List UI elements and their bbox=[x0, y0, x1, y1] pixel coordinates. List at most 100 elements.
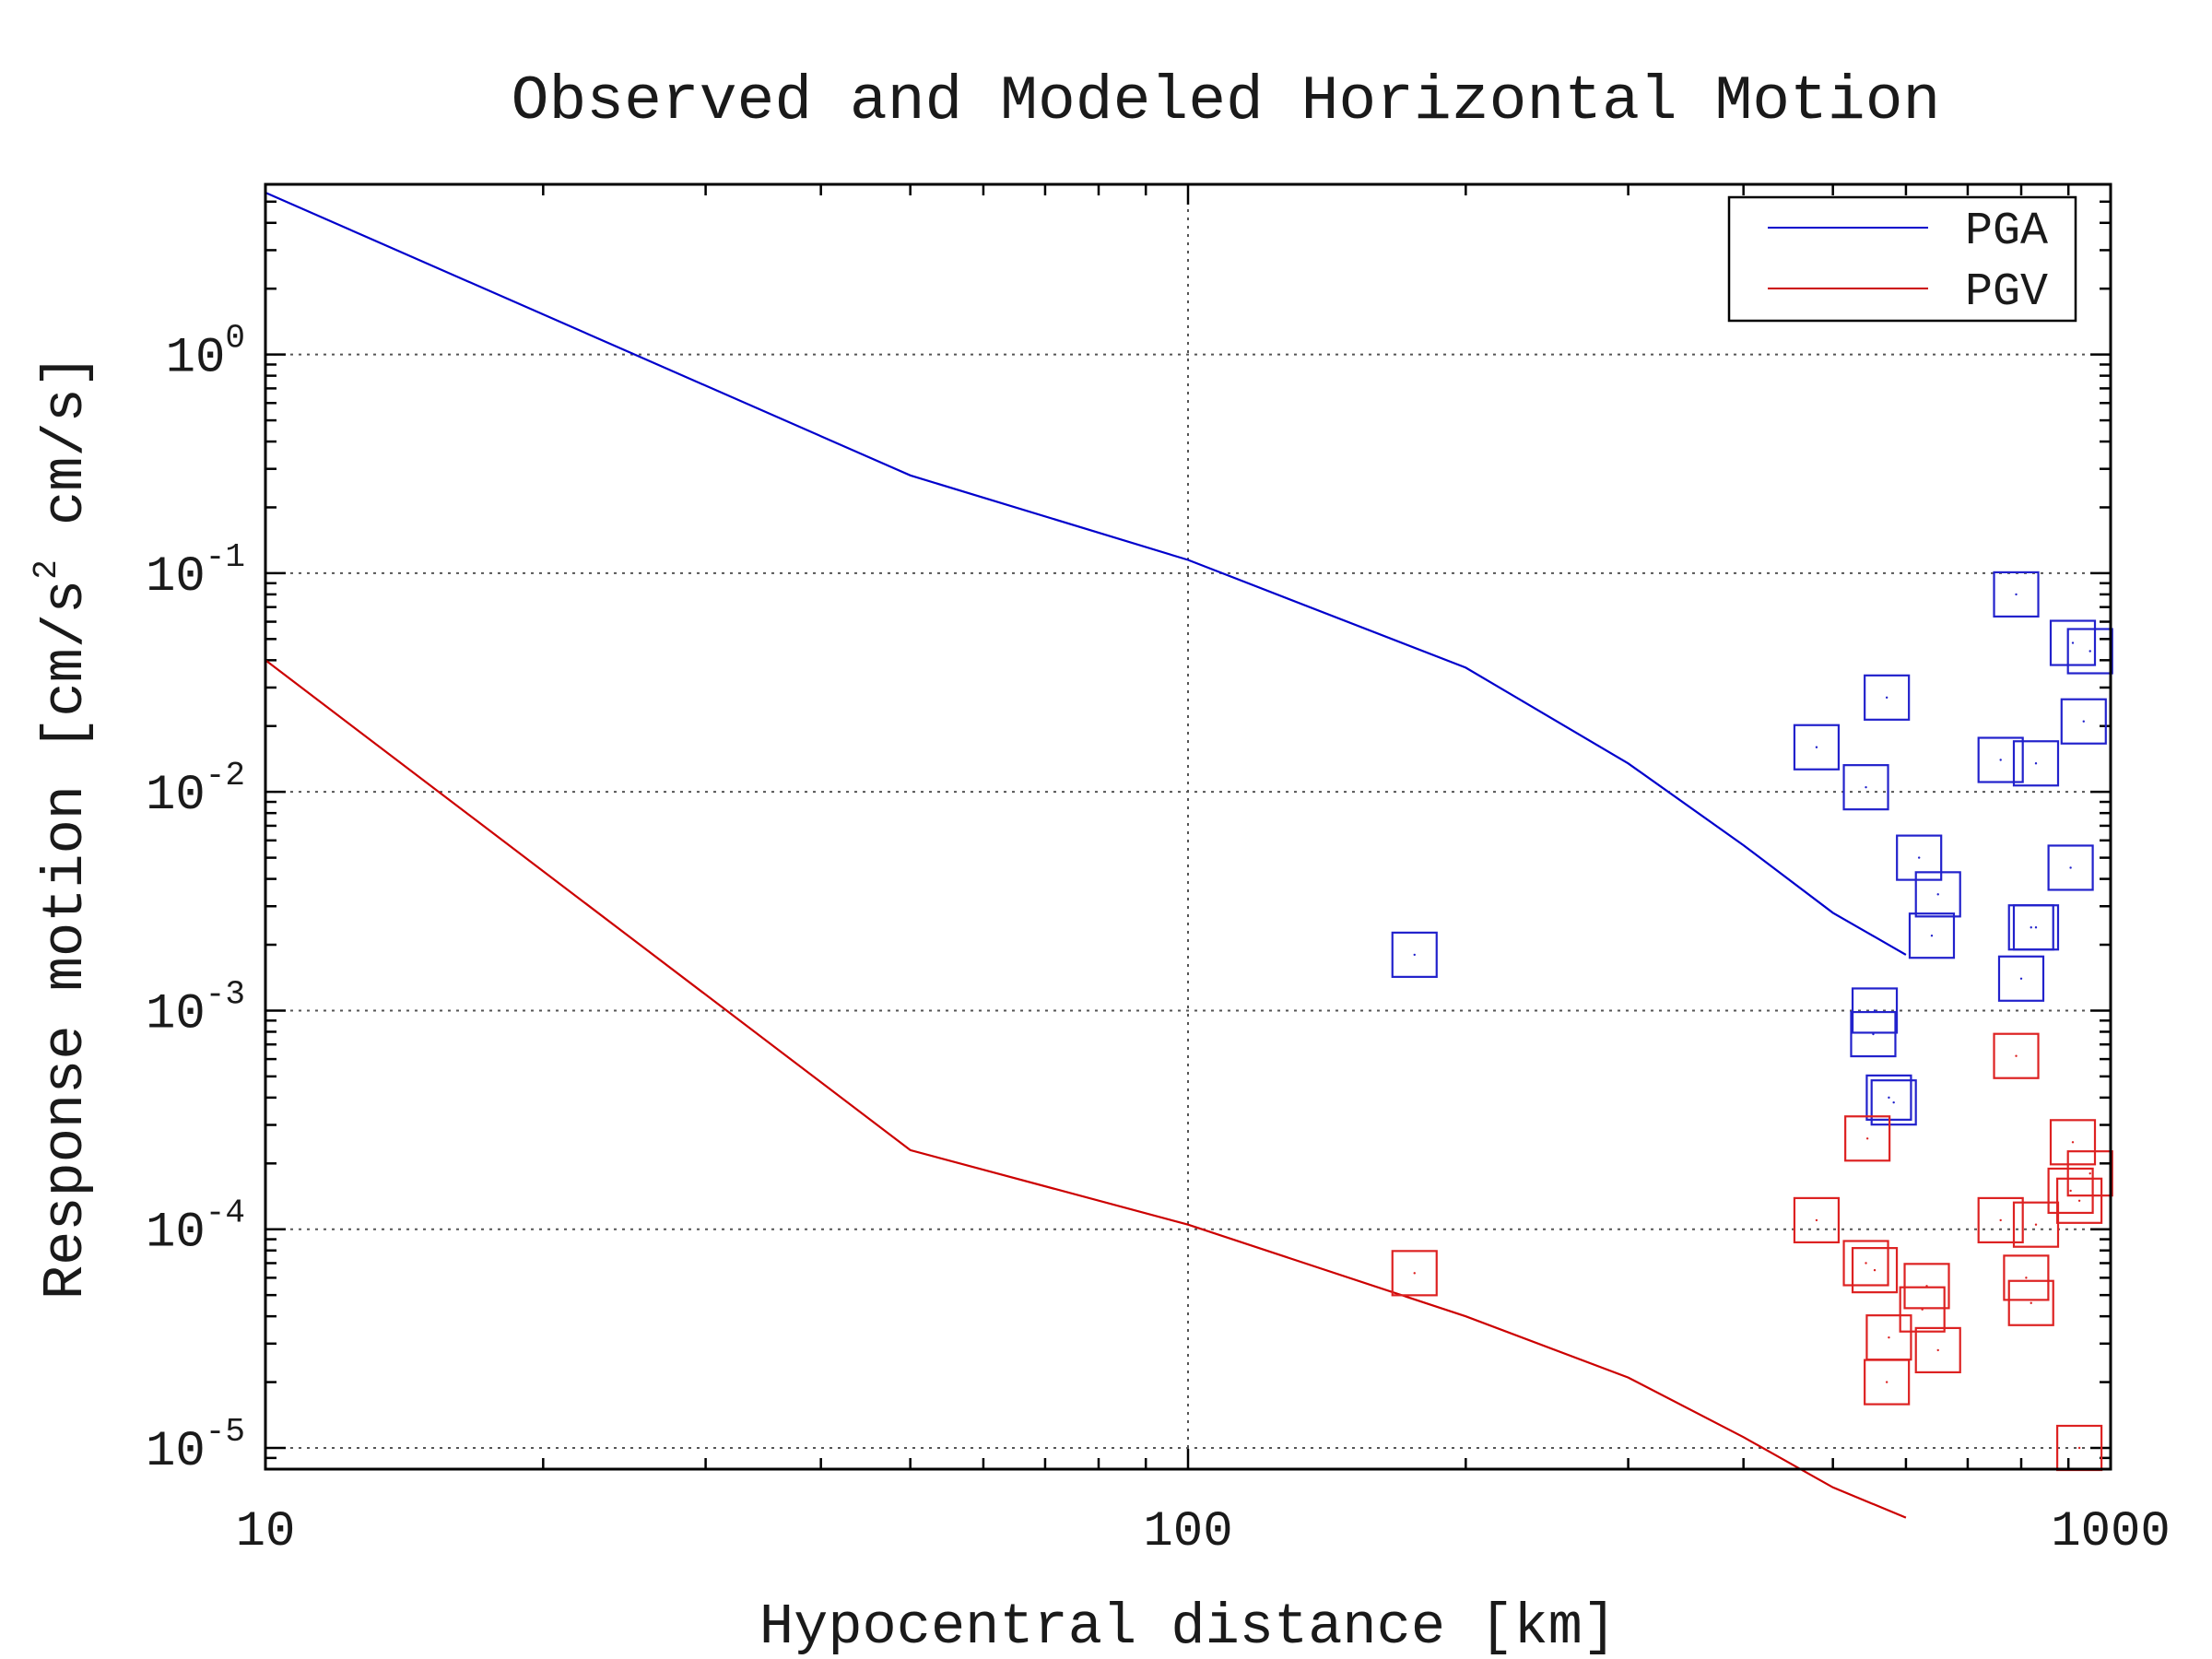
y-axis-label: Response motion [cm/s2 cm/s] bbox=[28, 354, 99, 1300]
data-point-pgv-observed bbox=[1899, 1286, 1946, 1333]
y-tick-base: 10 bbox=[146, 1424, 206, 1480]
data-point-pga-observed bbox=[1914, 871, 1961, 918]
data-point-pga-observed bbox=[2049, 619, 2097, 666]
data-point-pga-observed bbox=[1977, 736, 2024, 783]
legend: PGA PGV bbox=[1727, 195, 2077, 323]
data-point-center-dot bbox=[1413, 1272, 1416, 1275]
data-point-pga-observed bbox=[2012, 904, 2060, 951]
data-point-center-dot bbox=[1885, 696, 1888, 700]
data-point-pgv-observed bbox=[1851, 1247, 1899, 1294]
series-line-pgv bbox=[265, 659, 1907, 1519]
y-tick-base: 10 bbox=[146, 1206, 206, 1262]
x-tick-label: 100 bbox=[1143, 1504, 1232, 1560]
data-point-pga-observed bbox=[1793, 724, 1841, 771]
data-point-center-dot bbox=[1815, 1218, 1818, 1222]
data-point-center-dot bbox=[2030, 926, 2032, 929]
data-point-pga-observed bbox=[1908, 912, 1956, 959]
data-point-pgv-observed bbox=[2049, 1119, 2097, 1166]
data-point-center-dot bbox=[1865, 785, 1867, 789]
y-tick-exponent: -1 bbox=[206, 538, 245, 576]
y-tick-label: 10-5 bbox=[146, 1413, 245, 1480]
plot-frame bbox=[264, 182, 2112, 1471]
legend-label-pgv: PGV bbox=[1965, 266, 2048, 319]
data-point-center-dot bbox=[1917, 856, 1921, 859]
data-point-pgv-observed bbox=[1865, 1314, 1912, 1361]
data-point-pgv-observed bbox=[2007, 1279, 2054, 1326]
series-layer bbox=[265, 191, 1907, 1519]
data-point-pga-observed bbox=[1850, 1010, 1897, 1058]
data-point-pgv-observed bbox=[2047, 1167, 2094, 1215]
data-point-pgv-observed bbox=[1842, 1240, 1889, 1287]
y-tick-base: 10 bbox=[146, 986, 206, 1042]
x-tick-label: 1000 bbox=[2051, 1504, 2171, 1560]
data-point-center-dot bbox=[1885, 1381, 1888, 1383]
x-tick-label: 10 bbox=[236, 1504, 296, 1560]
y-tick-base: 10 bbox=[166, 331, 226, 387]
data-point-center-dot bbox=[2077, 1199, 2081, 1203]
data-point-pga-observed bbox=[1993, 571, 2040, 618]
data-point-pga-observed bbox=[2060, 698, 2107, 745]
data-point-center-dot bbox=[2069, 866, 2072, 869]
data-point-pgv-observed bbox=[2066, 1150, 2113, 1197]
data-point-center-dot bbox=[1873, 1268, 1877, 1272]
data-point-center-dot bbox=[2034, 1223, 2038, 1226]
data-point-center-dot bbox=[2069, 1189, 2072, 1193]
data-point-center-dot bbox=[2034, 762, 2038, 765]
data-point-pgv-observed bbox=[2056, 1177, 2103, 1224]
data-point-center-dot bbox=[2019, 977, 2023, 980]
data-point-center-dot bbox=[2025, 1277, 2028, 1279]
y-tick-exponent: -3 bbox=[206, 975, 245, 1013]
data-point-center-dot bbox=[1815, 746, 1818, 748]
data-point-center-dot bbox=[1936, 1348, 1939, 1352]
data-point-pgv-observed bbox=[2012, 1201, 2060, 1248]
data-point-pgv-observed bbox=[1793, 1196, 1841, 1244]
y-tick-exponent: 0 bbox=[225, 320, 245, 358]
y-tick-label: 10-3 bbox=[146, 975, 245, 1042]
y-axis-label-tail: cm/s] bbox=[33, 354, 99, 559]
data-point-pga-observed bbox=[1391, 931, 1438, 978]
data-point-center-dot bbox=[1999, 759, 2002, 761]
data-point-center-dot bbox=[2088, 650, 2091, 653]
grid-lines bbox=[265, 184, 2111, 1469]
x-axis-label: Hypocentral distance [km] bbox=[759, 1594, 1617, 1659]
data-point-center-dot bbox=[2082, 720, 2085, 723]
data-point-pgv-observed bbox=[2003, 1254, 2050, 1301]
data-point-pgv-observed bbox=[1977, 1196, 2024, 1244]
y-tick-label: 10-2 bbox=[146, 757, 245, 824]
y-tick-label: 100 bbox=[166, 320, 245, 387]
y-tick-exponent: -2 bbox=[206, 757, 245, 794]
data-point-center-dot bbox=[2088, 1171, 2091, 1175]
data-point-pga-observed bbox=[2066, 628, 2113, 675]
data-point-center-dot bbox=[1413, 953, 1416, 957]
data-point-center-dot bbox=[2077, 1446, 2081, 1450]
data-point-center-dot bbox=[2030, 1301, 2032, 1304]
data-point-center-dot bbox=[1888, 1096, 1890, 1100]
y-axis-label-superscript: 2 bbox=[28, 559, 65, 580]
data-point-pgv-observed bbox=[1903, 1263, 1950, 1310]
series-line-pga bbox=[265, 191, 1907, 956]
data-point-pga-observed bbox=[1851, 987, 1899, 1034]
data-point-center-dot bbox=[1888, 1335, 1890, 1339]
y-tick-exponent: -4 bbox=[206, 1194, 245, 1232]
data-point-pga-observed bbox=[1997, 955, 2045, 1002]
data-point-pga-observed bbox=[2047, 844, 2094, 891]
data-point-pga-observed bbox=[1864, 674, 1911, 721]
chart-title: Observed and Modeled Horizontal Motion bbox=[512, 66, 1941, 137]
data-point-center-dot bbox=[1999, 1218, 2002, 1222]
data-point-center-dot bbox=[1936, 893, 1939, 896]
y-tick-label: 10-1 bbox=[146, 538, 245, 606]
legend-label-pga: PGA bbox=[1965, 206, 2048, 258]
data-point-pgv-observed bbox=[1993, 1032, 2040, 1079]
data-point-center-dot bbox=[1925, 1285, 1928, 1288]
data-point-center-dot bbox=[1873, 1009, 1877, 1012]
data-point-pgv-observed bbox=[1844, 1115, 1891, 1162]
data-point-pgv-observed bbox=[1391, 1250, 1438, 1297]
data-point-center-dot bbox=[1865, 1262, 1867, 1265]
data-point-center-dot bbox=[1892, 1100, 1895, 1104]
data-point-center-dot bbox=[2071, 641, 2075, 644]
data-point-center-dot bbox=[2071, 1141, 2075, 1144]
x-tick-labels: 10 100 1000 bbox=[236, 1504, 2171, 1560]
